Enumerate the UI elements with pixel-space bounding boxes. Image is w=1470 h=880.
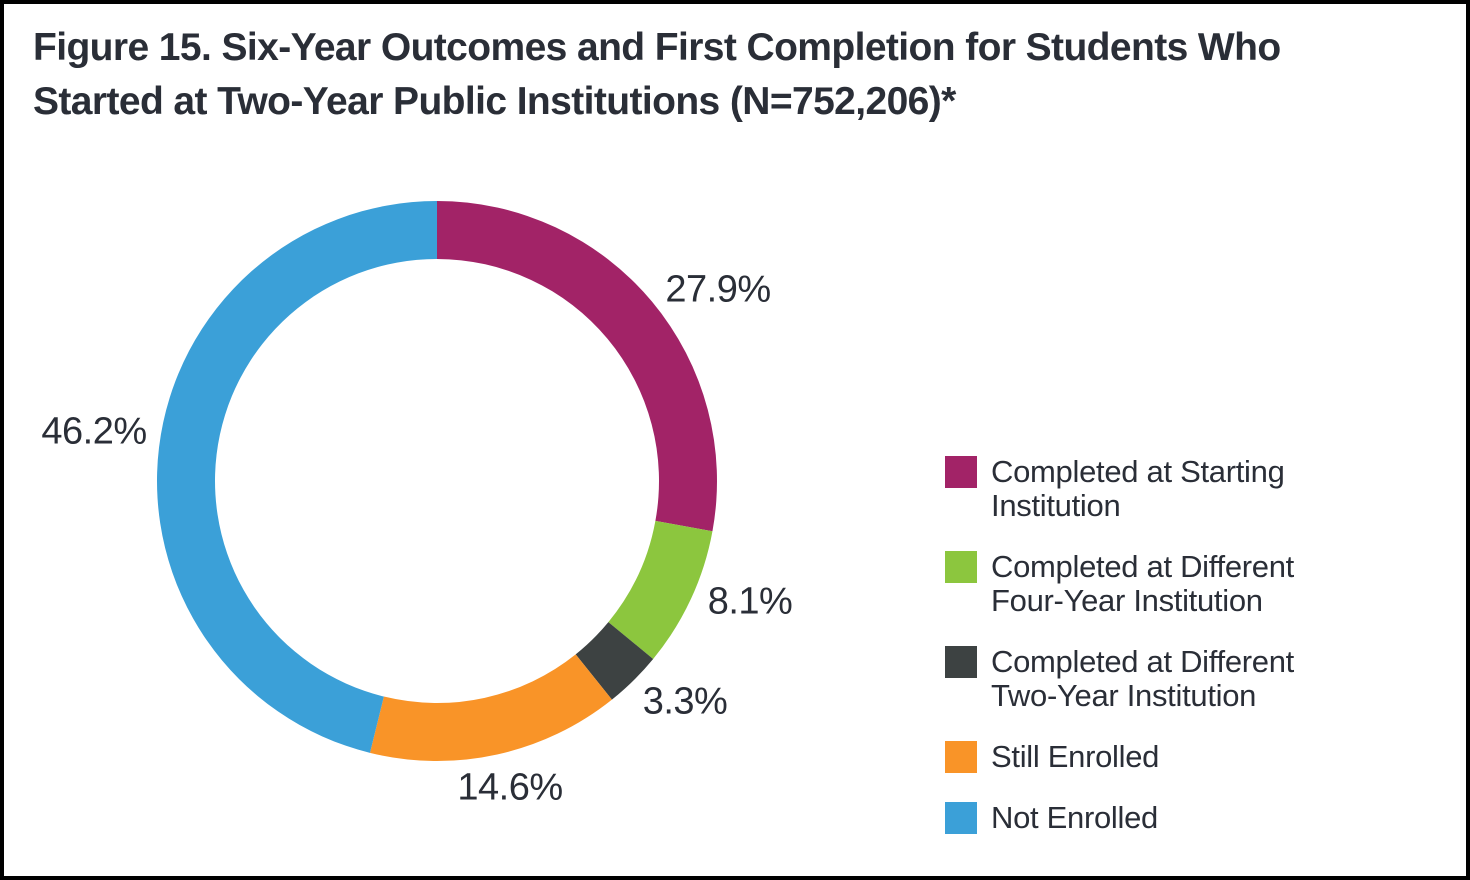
legend-label-completed-at-different-four-year-institution: Completed at Different Four-Year Institut… (991, 550, 1294, 618)
legend-label-completed-at-different-two-year-institution: Completed at Different Two-Year Instituti… (991, 645, 1294, 713)
slice-label-still-enrolled: 14.6% (457, 766, 563, 809)
legend-label-line: Not Enrolled (991, 800, 1158, 835)
slice-label-completed-at-starting-institution: 27.9% (665, 268, 771, 311)
legend-swatch-completed-at-different-two-year-institution (945, 646, 977, 678)
donut-slice-completed-at-different-two-year-institution (575, 622, 654, 700)
legend-swatch-still-enrolled (945, 741, 977, 773)
legend-item-still-enrolled: Still Enrolled (945, 740, 1294, 774)
donut-slices (157, 201, 717, 762)
figure-title-line-1: Figure 15. Six-Year Outcomes and First C… (33, 26, 1281, 69)
legend-label-line: Two-Year Institution (991, 678, 1257, 713)
legend-label-completed-at-starting-institution: Completed at Starting Institution (991, 455, 1285, 523)
legend-label-line: Still Enrolled (991, 739, 1160, 774)
donut-slice-still-enrolled (369, 654, 612, 762)
legend-item-completed-at-different-two-year-institution: Completed at Different Two-Year Instituti… (945, 645, 1294, 713)
legend-label-line: Completed at Starting (991, 454, 1285, 489)
slice-label-completed-at-different-two-year-institution: 3.3% (642, 680, 728, 723)
legend-item-completed-at-different-four-year-institution: Completed at Different Four-Year Institut… (945, 550, 1294, 618)
legend-label-not-enrolled: Not Enrolled (991, 801, 1158, 835)
legend-item-completed-at-starting-institution: Completed at Starting Institution (945, 455, 1294, 523)
figure-title-line-2: Started at Two-Year Public Institutions … (33, 80, 956, 123)
legend-label-line: Completed at Different (991, 549, 1294, 584)
donut-slice-not-enrolled (157, 201, 437, 753)
legend-swatch-not-enrolled (945, 802, 977, 834)
slice-label-not-enrolled: 46.2% (41, 410, 147, 453)
legend-label-line: Institution (991, 488, 1121, 523)
donut-slice-completed-at-starting-institution (437, 201, 717, 532)
donut-slice-completed-at-different-four-year-institution (608, 520, 713, 659)
legend-swatch-completed-at-different-four-year-institution (945, 551, 977, 583)
legend-swatch-completed-at-starting-institution (945, 456, 977, 488)
chart-legend: Completed at Starting Institution Complete… (945, 455, 1294, 862)
legend-label-line: Completed at Different (991, 644, 1294, 679)
slice-label-completed-at-different-four-year-institution: 8.1% (707, 580, 793, 623)
legend-label-still-enrolled: Still Enrolled (991, 740, 1159, 774)
legend-label-line: Four-Year Institution (991, 583, 1263, 618)
figure-title: Figure 15. Six-Year Outcomes and First C… (33, 21, 1443, 129)
legend-item-not-enrolled: Not Enrolled (945, 801, 1294, 835)
